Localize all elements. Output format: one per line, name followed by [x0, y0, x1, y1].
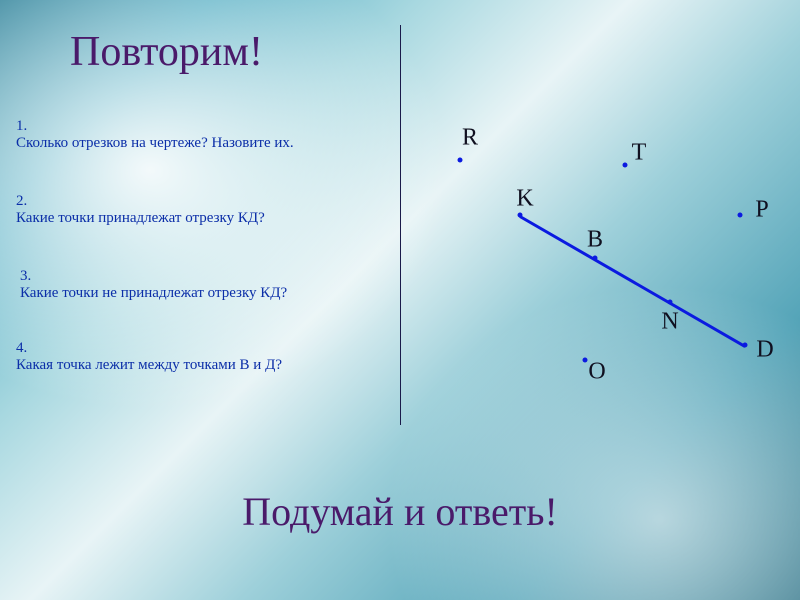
point-p-label: P — [755, 197, 768, 224]
point-t-dot — [623, 163, 628, 168]
segment-kd — [519, 215, 745, 348]
point-d-dot — [743, 343, 748, 348]
slide: Повторим! 1. Сколько отрезков на чертеже… — [0, 0, 800, 600]
point-r-dot — [458, 158, 463, 163]
point-t-label: T — [632, 140, 647, 167]
point-n-dot — [668, 300, 673, 305]
geometry-diagram: K B N D R T P O — [400, 0, 800, 500]
point-o-dot — [583, 358, 588, 363]
slide-footer: Подумай и ответь! — [0, 488, 800, 535]
slide-title: Повторим! — [70, 28, 263, 76]
point-d-label: D — [756, 337, 773, 364]
point-r-label: R — [462, 125, 478, 152]
q4-text: Какая точка лежит между точками В и Д? — [16, 357, 282, 374]
q4-num: 4. — [16, 340, 27, 357]
point-o-label: O — [588, 359, 605, 386]
point-k-dot — [518, 213, 523, 218]
point-n-label: N — [661, 309, 678, 336]
q2-num: 2. — [16, 193, 27, 210]
point-b-dot — [593, 256, 598, 261]
q3-text: Какие точки не принадлежат отрезку КД? — [20, 285, 287, 302]
q1-text: Сколько отрезков на чертеже? Назовите их… — [16, 135, 294, 152]
q3-num: 3. — [20, 268, 31, 285]
point-b-label: B — [587, 227, 603, 254]
point-k-label: K — [516, 186, 533, 213]
point-p-dot — [738, 213, 743, 218]
q1-num: 1. — [16, 118, 27, 135]
q2-text: Какие точки принадлежат отрезку КД? — [16, 210, 265, 227]
